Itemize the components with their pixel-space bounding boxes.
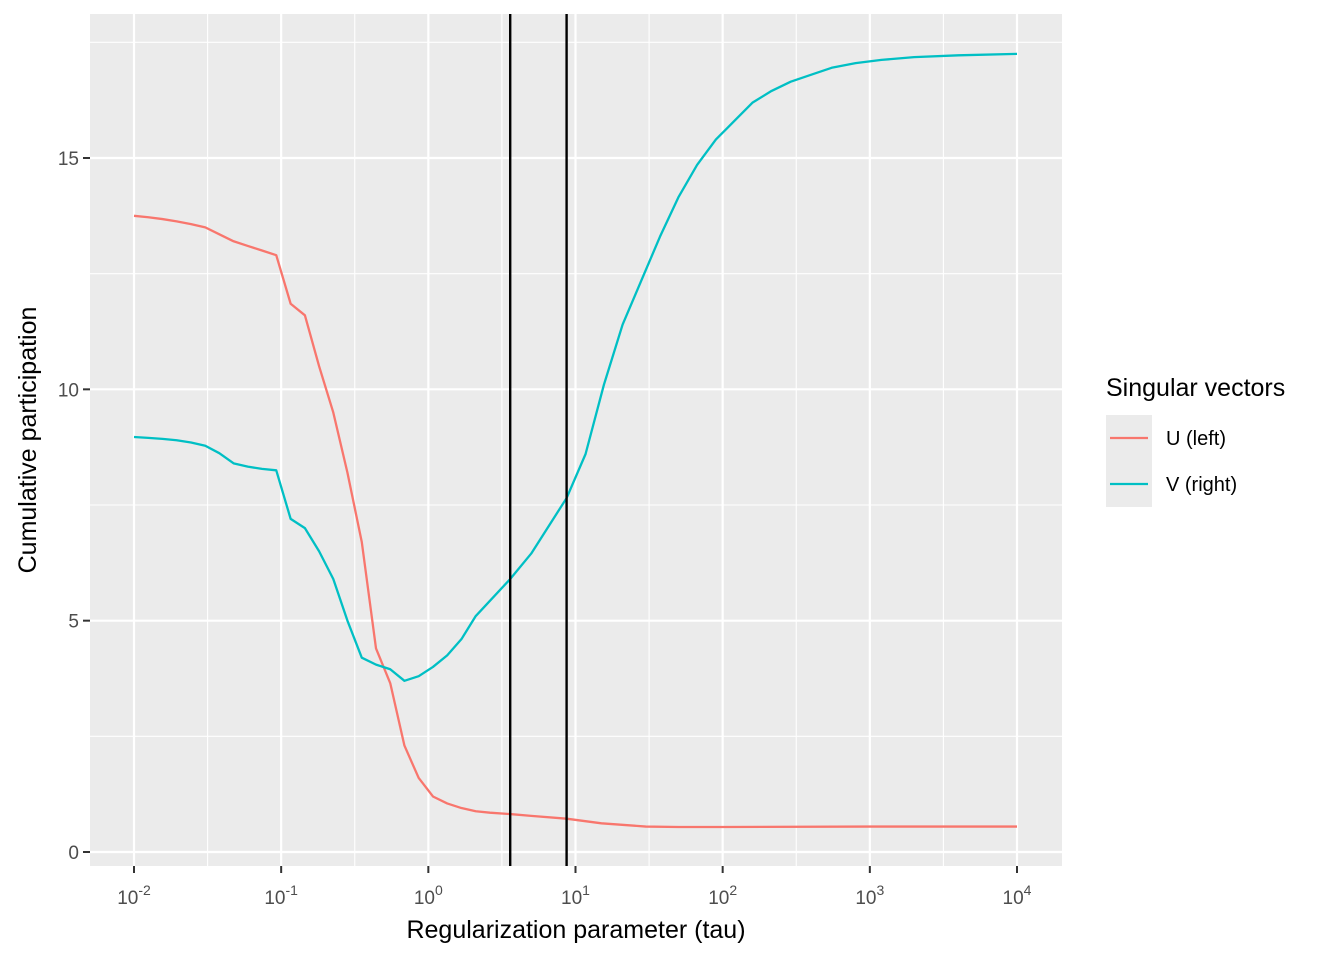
legend-label: V (right) <box>1166 474 1237 496</box>
x-tick-label: 100 <box>414 882 443 909</box>
x-tick-label: 10-1 <box>264 882 298 909</box>
x-tick-label: 104 <box>1003 882 1032 909</box>
vline-layer <box>509 14 568 866</box>
x-tick-label: 103 <box>855 882 884 909</box>
x-tick-label: 10-2 <box>117 882 151 909</box>
legend-label: U (left) <box>1166 428 1226 450</box>
series-line-u-left <box>133 214 1017 829</box>
legend-items: U (left) V (right) <box>1106 415 1237 507</box>
y-tick-label: 5 <box>68 612 79 633</box>
y-tick-label: 15 <box>58 149 79 170</box>
y-axis-title: Cumulative participation <box>14 307 42 574</box>
legend: Singular vectors U (left) V (right) <box>1106 374 1285 507</box>
x-tick-label: 102 <box>708 882 737 909</box>
legend-title: Singular vectors <box>1106 374 1285 402</box>
y-axis: 0 5 10 15 <box>58 149 90 864</box>
grid-major <box>90 14 1062 866</box>
x-axis: 10-2 10-1 100 101 102 103 104 <box>117 866 1032 909</box>
y-tick-label: 0 <box>68 843 79 864</box>
x-axis-title: Regularization parameter (tau) <box>406 916 745 944</box>
x-tick-label: 101 <box>561 882 590 909</box>
series-line-v-right <box>133 52 1018 682</box>
y-tick-label: 10 <box>58 380 79 401</box>
series-layer <box>133 52 1018 829</box>
